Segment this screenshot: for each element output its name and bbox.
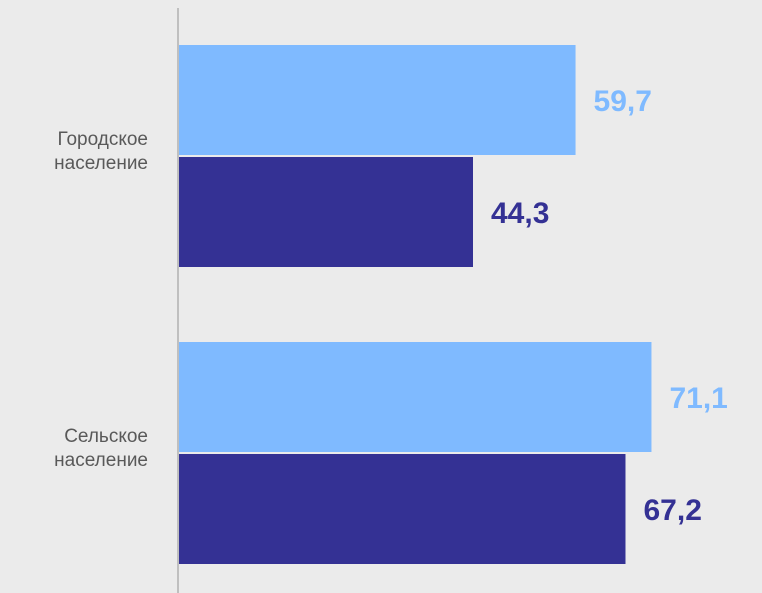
bar [178, 157, 473, 267]
data-label: 44,3 [491, 197, 549, 230]
labels-layer: Городское население 59,7 44,3 Сельское населе… [54, 85, 728, 527]
bar [178, 342, 652, 452]
category-label-line: население [54, 450, 148, 471]
bars-layer [178, 45, 652, 564]
data-label: 71,1 [669, 382, 727, 415]
category-label-line: Городское [57, 129, 148, 150]
data-label: 59,7 [594, 85, 652, 118]
category-label-line: население [54, 153, 148, 174]
category-label: Сельское население [54, 426, 148, 471]
category-label-line: Сельское [64, 426, 148, 447]
bar [178, 454, 626, 564]
bar [178, 45, 576, 155]
data-label: 67,2 [643, 494, 701, 527]
category-label: Городское население [54, 129, 148, 174]
